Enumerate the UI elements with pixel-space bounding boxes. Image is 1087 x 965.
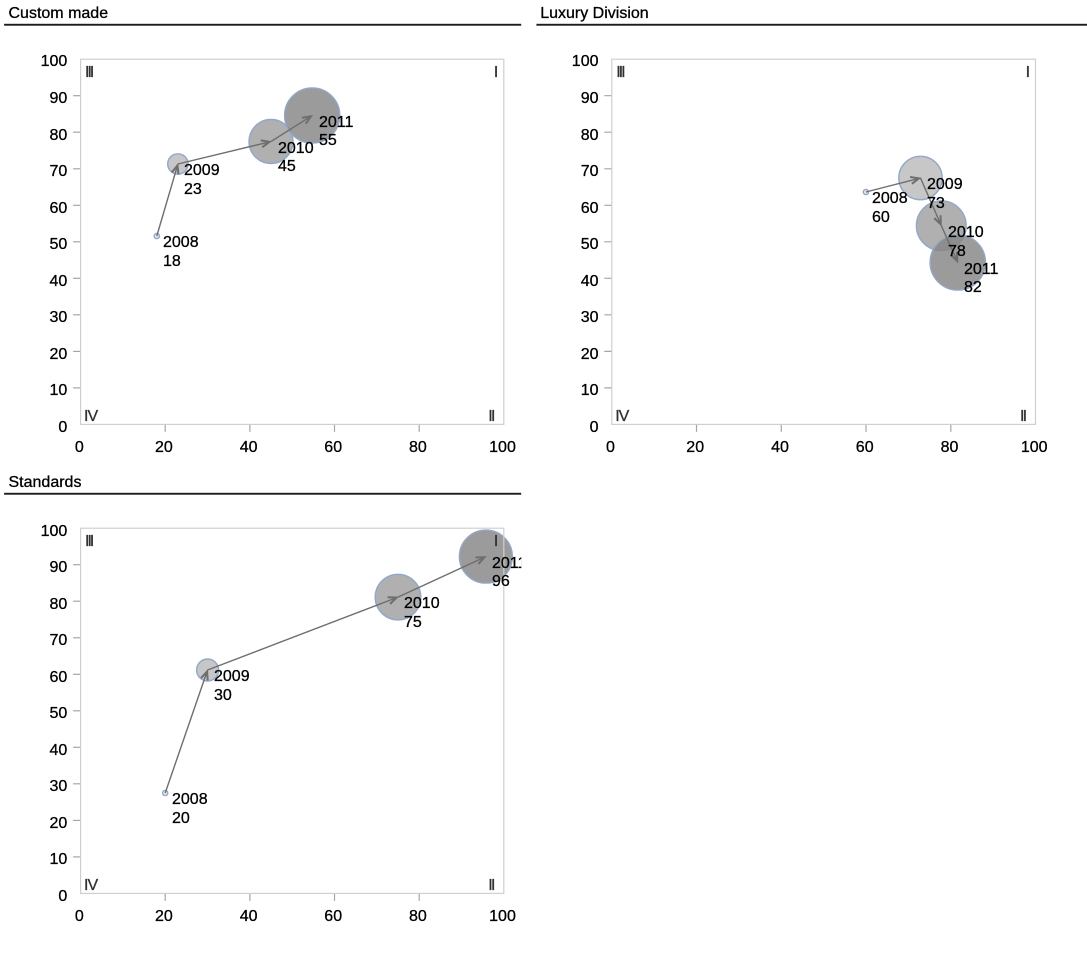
svg-text:90: 90 — [50, 90, 68, 107]
svg-text:70: 70 — [581, 163, 599, 180]
svg-text:55: 55 — [319, 132, 337, 149]
svg-text:70: 70 — [50, 632, 68, 649]
svg-text:60: 60 — [581, 200, 599, 217]
svg-text:50: 50 — [581, 236, 599, 253]
svg-text:2008: 2008 — [872, 190, 908, 207]
svg-text:45: 45 — [278, 158, 296, 175]
svg-text:2011: 2011 — [964, 261, 999, 278]
svg-text:90: 90 — [581, 90, 599, 107]
svg-text:2010: 2010 — [278, 140, 314, 157]
svg-text:2009: 2009 — [927, 176, 963, 193]
svg-text:0: 0 — [75, 439, 84, 456]
svg-text:73: 73 — [927, 195, 945, 212]
svg-text:III: III — [616, 64, 624, 81]
svg-text:IV: IV — [615, 408, 629, 425]
svg-text:50: 50 — [50, 705, 68, 722]
svg-text:100: 100 — [1021, 439, 1048, 456]
svg-text:80: 80 — [50, 596, 68, 613]
svg-text:100: 100 — [572, 53, 599, 70]
svg-text:10: 10 — [50, 851, 68, 868]
svg-text:75: 75 — [404, 614, 422, 631]
svg-text:40: 40 — [50, 742, 68, 759]
svg-text:40: 40 — [240, 908, 258, 925]
svg-text:2008: 2008 — [172, 791, 208, 808]
svg-text:2008: 2008 — [163, 234, 199, 251]
svg-text:100: 100 — [41, 523, 68, 540]
svg-text:60: 60 — [856, 439, 874, 456]
svg-text:82: 82 — [964, 279, 982, 296]
svg-text:40: 40 — [50, 273, 68, 290]
svg-text:80: 80 — [409, 908, 427, 925]
svg-text:80: 80 — [50, 127, 68, 144]
svg-text:30: 30 — [581, 309, 599, 326]
svg-text:96: 96 — [492, 573, 510, 590]
svg-text:Standards: Standards — [9, 474, 82, 491]
svg-text:20: 20 — [50, 346, 68, 363]
svg-text:II: II — [488, 408, 494, 425]
svg-text:40: 40 — [771, 439, 789, 456]
svg-text:40: 40 — [240, 439, 258, 456]
svg-text:I: I — [494, 64, 498, 81]
svg-text:2010: 2010 — [404, 595, 440, 612]
svg-text:0: 0 — [58, 888, 67, 905]
svg-text:20: 20 — [155, 908, 173, 925]
svg-text:II: II — [488, 877, 494, 894]
svg-text:0: 0 — [75, 908, 84, 925]
svg-text:Custom made: Custom made — [9, 5, 109, 22]
svg-text:90: 90 — [50, 559, 68, 576]
svg-text:60: 60 — [50, 669, 68, 686]
svg-text:10: 10 — [581, 382, 599, 399]
svg-text:IV: IV — [84, 877, 98, 894]
svg-text:30: 30 — [214, 687, 232, 704]
svg-text:20: 20 — [50, 815, 68, 832]
svg-text:40: 40 — [581, 273, 599, 290]
svg-text:80: 80 — [409, 439, 427, 456]
svg-text:50: 50 — [50, 236, 68, 253]
svg-text:23: 23 — [184, 181, 202, 198]
svg-text:10: 10 — [50, 382, 68, 399]
svg-text:100: 100 — [41, 53, 68, 70]
svg-text:60: 60 — [50, 200, 68, 217]
svg-text:2009: 2009 — [214, 668, 250, 685]
svg-text:2010: 2010 — [948, 224, 984, 241]
svg-text:100: 100 — [489, 439, 516, 456]
svg-text:30: 30 — [50, 309, 68, 326]
svg-text:100: 100 — [489, 908, 516, 925]
svg-text:20: 20 — [686, 439, 704, 456]
svg-text:70: 70 — [50, 163, 68, 180]
svg-text:II: II — [1020, 408, 1026, 425]
svg-text:0: 0 — [590, 419, 599, 436]
svg-text:Luxury Division: Luxury Division — [540, 5, 648, 22]
svg-text:2011: 2011 — [319, 114, 354, 131]
svg-text:I: I — [494, 533, 498, 550]
svg-text:0: 0 — [606, 439, 615, 456]
svg-text:I: I — [1026, 64, 1030, 81]
svg-text:18: 18 — [163, 253, 181, 270]
svg-text:III: III — [85, 533, 93, 550]
svg-text:20: 20 — [581, 346, 599, 363]
svg-text:60: 60 — [324, 908, 342, 925]
svg-text:IV: IV — [84, 408, 98, 425]
svg-text:80: 80 — [581, 127, 599, 144]
svg-text:78: 78 — [948, 243, 966, 260]
svg-text:30: 30 — [50, 778, 68, 795]
svg-text:0: 0 — [58, 419, 67, 436]
svg-text:20: 20 — [155, 439, 173, 456]
svg-text:2009: 2009 — [184, 162, 220, 179]
svg-text:80: 80 — [941, 439, 959, 456]
svg-text:60: 60 — [872, 209, 890, 226]
svg-text:III: III — [85, 64, 93, 81]
svg-text:2011: 2011 — [492, 555, 527, 572]
svg-text:60: 60 — [324, 439, 342, 456]
svg-text:20: 20 — [172, 810, 190, 827]
